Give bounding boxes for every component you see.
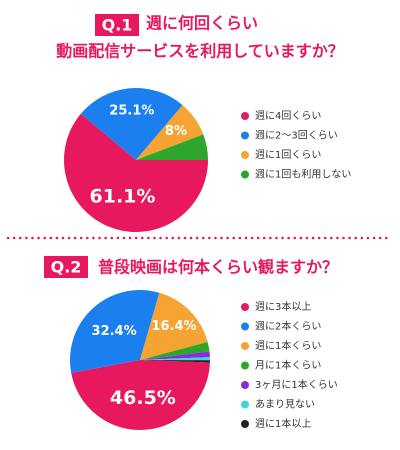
slice-label: 16.4%	[151, 319, 196, 334]
legend-marker	[241, 151, 249, 159]
legend-marker	[241, 170, 249, 179]
pie-slice	[140, 360, 210, 363]
question-number: Q.2	[51, 258, 82, 277]
legend-label: 月に1本くらい	[255, 359, 321, 372]
legend-label: 3ヶ月に1本くらい	[255, 378, 338, 391]
legend-marker	[241, 381, 249, 389]
slice-label: 32.4%	[92, 324, 137, 339]
pie-slice	[140, 357, 210, 361]
pie-slice	[136, 134, 208, 160]
legend-marker	[241, 303, 249, 311]
question-badge	[44, 256, 88, 278]
pie-slice	[70, 290, 160, 373]
slice-label: 8%	[165, 124, 187, 139]
question-number: Q.1	[102, 16, 133, 35]
slice-label: 25.1%	[109, 104, 154, 119]
legend-marker	[241, 342, 249, 350]
legend-marker	[241, 131, 249, 140]
pie-slice	[63, 113, 208, 232]
pie-slice	[140, 341, 210, 360]
pie-slice	[71, 360, 210, 430]
question-title: 普段映画は何本くらい観ますか？	[98, 258, 338, 277]
legend-label: 週に1回も利用しない	[255, 169, 351, 181]
legend-marker	[241, 361, 249, 370]
pie-slice	[80, 87, 183, 160]
legend-label: 週に1本くらい	[255, 339, 321, 352]
legend-label: 週に4回くらい	[255, 110, 321, 122]
legend-label: 週に1本以上	[255, 417, 311, 430]
legend-label: 週に1回くらい	[255, 149, 321, 161]
pie-slice	[136, 105, 204, 160]
legend-marker	[241, 322, 249, 331]
legend-marker	[241, 400, 249, 409]
legend-label: 週に3本以上	[255, 300, 311, 313]
legend-label: 週に2〜3回くらい	[255, 130, 338, 142]
question-title: 動画配信サービスを利用していますか？	[56, 42, 344, 61]
legend-marker	[241, 112, 249, 120]
legend-label: 週に2本くらい	[255, 320, 321, 333]
legend-label: あまり見ない	[255, 399, 315, 411]
legend-marker	[241, 420, 249, 428]
pie-slice	[140, 351, 210, 360]
pie-slice	[140, 292, 208, 360]
slice-label: 46.5%	[110, 387, 176, 409]
question-badge	[95, 14, 139, 36]
question-title: 週に何回くらい	[146, 14, 258, 33]
slice-label: 61.1%	[90, 186, 156, 208]
